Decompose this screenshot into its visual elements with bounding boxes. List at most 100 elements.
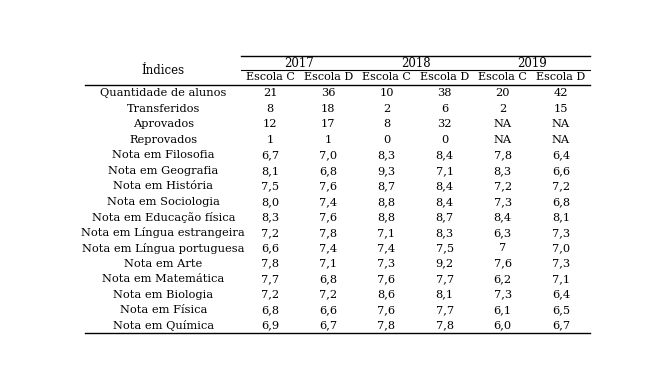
- Text: 8,3: 8,3: [377, 151, 396, 160]
- Text: 7,6: 7,6: [377, 305, 396, 315]
- Text: 15: 15: [554, 104, 568, 114]
- Text: Escola D: Escola D: [536, 72, 585, 82]
- Text: Nota em Geografia: Nota em Geografia: [108, 166, 218, 176]
- Text: 7,2: 7,2: [261, 290, 279, 300]
- Text: 7,4: 7,4: [377, 243, 396, 253]
- Text: 6,8: 6,8: [261, 305, 279, 315]
- Text: 7,7: 7,7: [261, 274, 279, 284]
- Text: 2019: 2019: [517, 57, 547, 70]
- Text: 7,2: 7,2: [552, 181, 570, 191]
- Text: 7,7: 7,7: [436, 274, 453, 284]
- Text: 6,7: 6,7: [261, 151, 279, 160]
- Text: 7,1: 7,1: [320, 259, 337, 268]
- Text: 8,8: 8,8: [377, 197, 396, 207]
- Text: 7,2: 7,2: [320, 290, 337, 300]
- Text: 17: 17: [321, 119, 335, 129]
- Text: Nota em Língua estrangeira: Nota em Língua estrangeira: [82, 227, 245, 238]
- Text: 7,6: 7,6: [320, 212, 337, 222]
- Text: 8,3: 8,3: [436, 228, 453, 238]
- Text: 8,7: 8,7: [436, 212, 453, 222]
- Text: 6,0: 6,0: [494, 321, 512, 331]
- Text: 7,4: 7,4: [320, 197, 337, 207]
- Text: 10: 10: [379, 88, 394, 98]
- Text: 7,0: 7,0: [552, 243, 570, 253]
- Text: 7,8: 7,8: [377, 321, 396, 331]
- Text: Índices: Índices: [142, 64, 185, 77]
- Text: 8: 8: [383, 119, 390, 129]
- Text: Nota em Física: Nota em Física: [119, 305, 207, 315]
- Text: 6,6: 6,6: [261, 243, 279, 253]
- Text: 7,5: 7,5: [436, 243, 453, 253]
- Text: 6,6: 6,6: [552, 166, 570, 176]
- Text: 20: 20: [495, 88, 510, 98]
- Text: 7,2: 7,2: [261, 228, 279, 238]
- Text: 6,1: 6,1: [494, 305, 512, 315]
- Text: 8,6: 8,6: [377, 290, 396, 300]
- Text: 7,3: 7,3: [377, 259, 396, 268]
- Text: Nota em Língua portuguesa: Nota em Língua portuguesa: [82, 243, 245, 254]
- Text: 1: 1: [267, 135, 274, 145]
- Text: Escola D: Escola D: [304, 72, 353, 82]
- Text: 6,8: 6,8: [320, 166, 337, 176]
- Text: 2017: 2017: [284, 57, 314, 70]
- Text: 38: 38: [438, 88, 452, 98]
- Text: 6,8: 6,8: [552, 197, 570, 207]
- Text: 7,0: 7,0: [320, 151, 337, 160]
- Text: 6,4: 6,4: [552, 151, 570, 160]
- Text: 7,8: 7,8: [494, 151, 512, 160]
- Text: 8,4: 8,4: [436, 181, 453, 191]
- Text: 21: 21: [263, 88, 277, 98]
- Text: Escola C: Escola C: [362, 72, 411, 82]
- Text: 18: 18: [321, 104, 335, 114]
- Text: Nota em Química: Nota em Química: [113, 320, 213, 331]
- Text: 6,3: 6,3: [494, 228, 512, 238]
- Text: 7,8: 7,8: [320, 228, 337, 238]
- Text: Nota em Biologia: Nota em Biologia: [113, 290, 213, 300]
- Text: 7,4: 7,4: [320, 243, 337, 253]
- Text: 8,4: 8,4: [494, 212, 512, 222]
- Text: 6,2: 6,2: [494, 274, 512, 284]
- Text: 8,1: 8,1: [552, 212, 570, 222]
- Text: 8,3: 8,3: [261, 212, 279, 222]
- Text: NA: NA: [494, 119, 512, 129]
- Text: 7,8: 7,8: [261, 259, 279, 268]
- Text: Aprovados: Aprovados: [133, 119, 194, 129]
- Text: 7,3: 7,3: [494, 290, 512, 300]
- Text: 7,3: 7,3: [552, 259, 570, 268]
- Text: Nota em Arte: Nota em Arte: [124, 259, 202, 268]
- Text: 6,7: 6,7: [552, 321, 570, 331]
- Text: Escola D: Escola D: [420, 72, 469, 82]
- Text: NA: NA: [552, 135, 570, 145]
- Text: 6,6: 6,6: [320, 305, 337, 315]
- Text: 9,3: 9,3: [377, 166, 396, 176]
- Text: Nota em Educação física: Nota em Educação física: [91, 212, 235, 223]
- Text: Escola C: Escola C: [246, 72, 294, 82]
- Text: 7,6: 7,6: [494, 259, 512, 268]
- Text: 7,1: 7,1: [436, 166, 453, 176]
- Text: 6,9: 6,9: [261, 321, 279, 331]
- Text: 7,5: 7,5: [261, 181, 279, 191]
- Text: 7,7: 7,7: [436, 305, 453, 315]
- Text: 32: 32: [438, 119, 452, 129]
- Text: 12: 12: [263, 119, 277, 129]
- Text: Nota em Matemática: Nota em Matemática: [102, 274, 224, 284]
- Text: 42: 42: [554, 88, 568, 98]
- Text: 8: 8: [267, 104, 274, 114]
- Text: 8,3: 8,3: [494, 166, 512, 176]
- Text: 0: 0: [383, 135, 390, 145]
- Text: Nota em História: Nota em História: [113, 181, 213, 191]
- Text: 8,1: 8,1: [436, 290, 453, 300]
- Text: 7,8: 7,8: [436, 321, 453, 331]
- Text: 2018: 2018: [400, 57, 430, 70]
- Text: Nota em Filosofia: Nota em Filosofia: [112, 151, 215, 160]
- Text: 8,4: 8,4: [436, 151, 453, 160]
- Text: 36: 36: [321, 88, 335, 98]
- Text: 7,1: 7,1: [377, 228, 396, 238]
- Text: NA: NA: [494, 135, 512, 145]
- Text: Nota em Sociologia: Nota em Sociologia: [107, 197, 219, 207]
- Text: 7,6: 7,6: [377, 274, 396, 284]
- Text: Escola C: Escola C: [479, 72, 527, 82]
- Text: 7,3: 7,3: [494, 197, 512, 207]
- Text: 6,4: 6,4: [552, 290, 570, 300]
- Text: 7,2: 7,2: [494, 181, 512, 191]
